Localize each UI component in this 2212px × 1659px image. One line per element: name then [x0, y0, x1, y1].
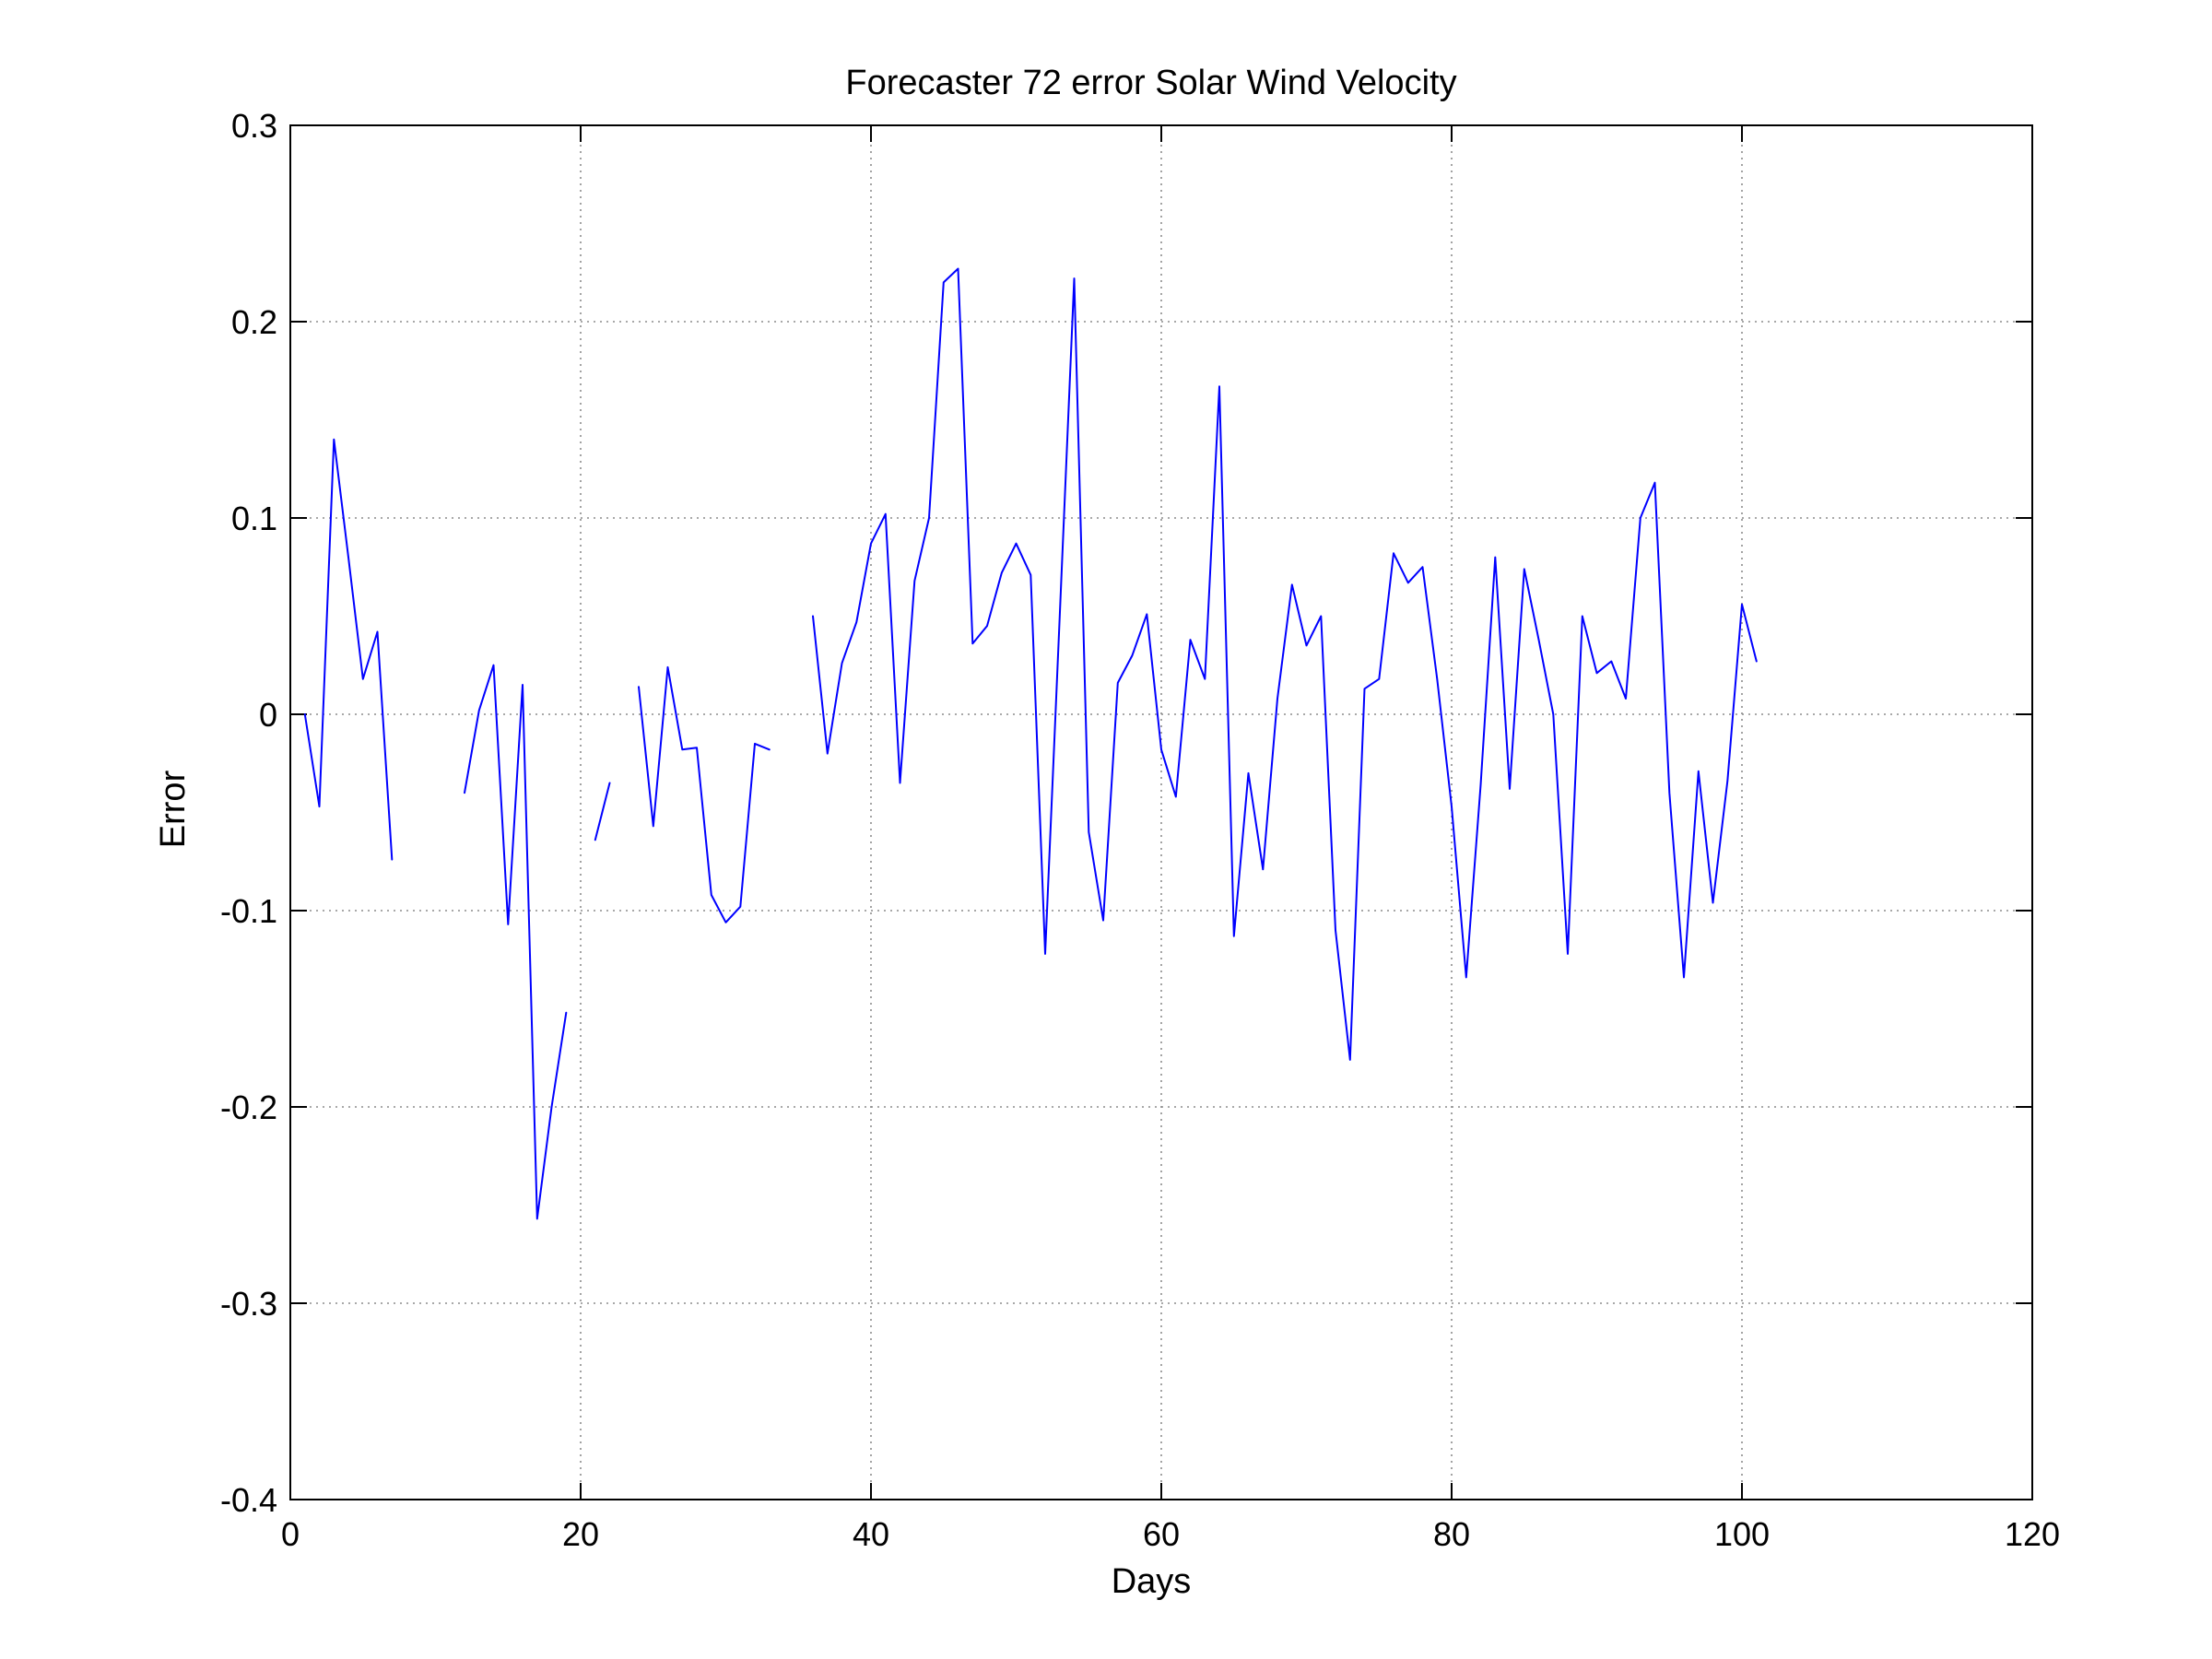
x-tick-label: 60: [1143, 1515, 1180, 1553]
x-tick-label: 0: [281, 1515, 300, 1553]
y-tick-label: -0.2: [220, 1088, 277, 1126]
x-axis-label: Days: [1112, 1562, 1192, 1601]
y-tick-label: 0.3: [231, 107, 277, 145]
axis-ticks: 0 20 40 60 80 100 120 0.3 0.2 0.1 0 -0.1 -0.2 -0.3 -0.…: [220, 107, 2060, 1553]
series-error-line: [303, 267, 1758, 1220]
x-tick-label: 100: [1714, 1515, 1770, 1553]
y-tick-label: -0.3: [220, 1285, 277, 1323]
x-tick-label: 80: [1433, 1515, 1470, 1553]
y-tick-label: 0: [259, 696, 277, 734]
y-tick-label: 0.1: [231, 500, 277, 537]
series-layer: [303, 267, 1758, 1220]
x-tick-label: 120: [2005, 1515, 2060, 1553]
x-tick-label: 20: [562, 1515, 599, 1553]
chart-title: Forecaster 72 error Solar Wind Velocity: [845, 64, 1456, 102]
y-tick-label: 0.2: [231, 303, 277, 341]
y-tick-label: -0.4: [220, 1481, 277, 1519]
y-axis-label: Error: [154, 770, 193, 848]
y-tick-label: -0.1: [220, 892, 277, 930]
x-tick-label: 40: [853, 1515, 889, 1553]
grid: [290, 125, 2032, 1500]
